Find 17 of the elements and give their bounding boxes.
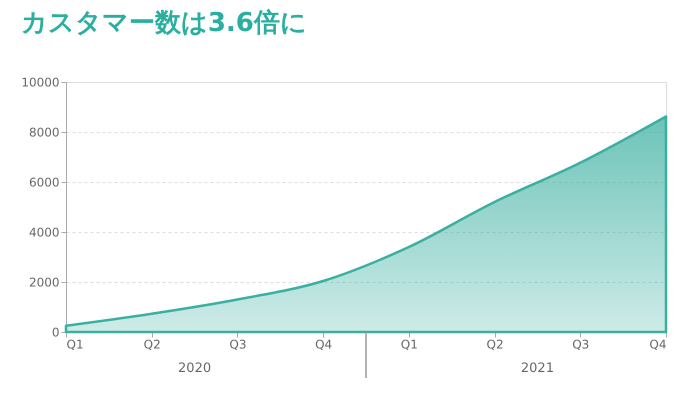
text: 2021	[520, 361, 554, 376]
x-tick-label: Q1	[66, 338, 84, 352]
chart-title: カスタマー数は3.6倍に	[20, 8, 307, 38]
y-tick-label: 6000	[28, 176, 60, 190]
y-tick-label: 4000	[28, 226, 60, 240]
x-tick-label: Q2	[486, 338, 504, 352]
x-tick-label: Q3	[229, 338, 246, 352]
x-tick-label: Q4	[649, 338, 666, 352]
y-tick-label: 10000	[21, 76, 60, 90]
x-tick-label: Q4	[315, 338, 332, 352]
y-tick-label: 8000	[28, 126, 60, 140]
text: 2020	[178, 361, 212, 376]
x-tick-label: Q3	[572, 338, 590, 352]
y-tick-label: 0	[52, 326, 60, 340]
y-tick-label: 2000	[28, 276, 60, 290]
x-tick-label: Q1	[400, 338, 418, 352]
x-tick-label: Q2	[144, 338, 161, 352]
